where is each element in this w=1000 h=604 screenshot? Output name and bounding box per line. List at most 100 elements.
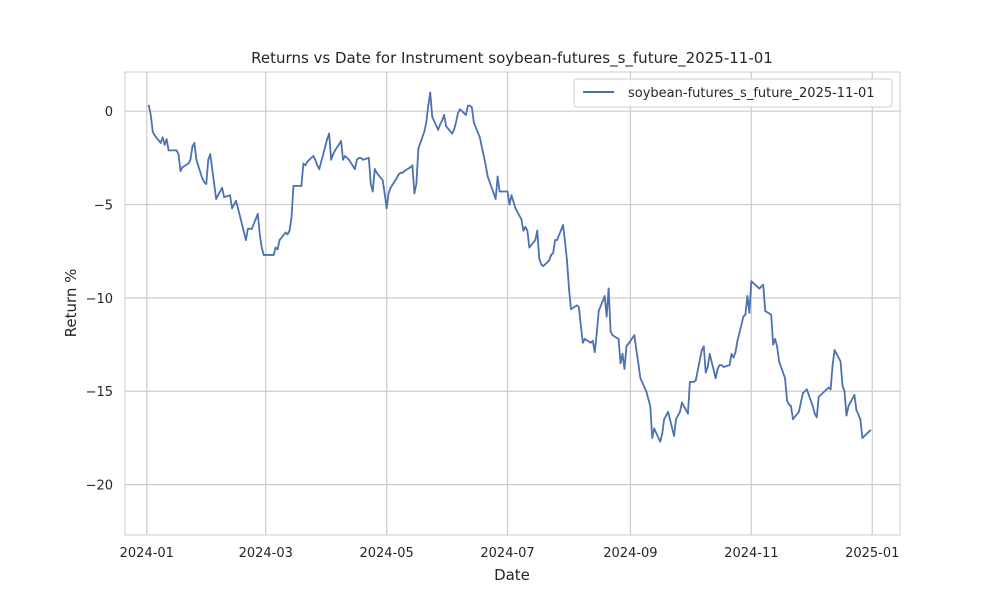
data-point — [193, 142, 196, 144]
y-axis-ticks: 0 −5 −10 −15 −20 — [86, 105, 113, 493]
data-point — [250, 227, 253, 230]
data-point — [149, 114, 152, 116]
data-point — [833, 349, 836, 352]
data-point — [248, 227, 251, 230]
data-point — [484, 164, 487, 167]
data-point — [195, 158, 198, 161]
data-point — [661, 433, 664, 436]
data-point — [399, 171, 402, 174]
data-point — [829, 388, 832, 391]
data-point — [722, 366, 725, 368]
data-point — [621, 353, 624, 355]
data-point — [472, 121, 475, 124]
data-point — [258, 233, 261, 236]
x-tick-label: 2024-07 — [480, 546, 534, 561]
data-point — [340, 140, 342, 142]
data-point — [609, 330, 612, 333]
x-tick-label: 2024-11 — [724, 546, 778, 561]
x-axis-ticks: 2024-01 2024-03 2024-05 2024-07 2024-09 2024-… — [120, 546, 900, 561]
data-point — [734, 351, 737, 353]
data-point — [276, 248, 279, 251]
data-point — [326, 138, 329, 141]
data-point — [762, 283, 765, 286]
data-point — [344, 155, 346, 157]
data-point — [570, 308, 572, 310]
data-point — [778, 360, 780, 363]
data-point — [498, 190, 501, 193]
data-point — [367, 156, 370, 159]
data-point — [831, 364, 834, 367]
series-points — [147, 91, 872, 443]
data-point — [314, 158, 317, 161]
data-point — [706, 366, 709, 368]
data-point — [437, 128, 440, 131]
data-point — [387, 192, 390, 195]
data-point — [496, 175, 499, 178]
data-point — [245, 239, 247, 241]
data-point — [167, 149, 170, 152]
data-point — [748, 311, 751, 314]
data-point — [550, 254, 553, 256]
data-point — [694, 379, 697, 381]
data-point — [675, 418, 677, 421]
series-layer — [147, 91, 872, 443]
y-tick-label: −10 — [86, 292, 113, 307]
data-point — [869, 429, 872, 432]
data-point — [597, 310, 600, 312]
data-point — [524, 226, 527, 228]
data-point — [274, 246, 277, 249]
data-point — [825, 388, 828, 391]
data-point — [189, 158, 192, 161]
data-point — [181, 166, 184, 169]
data-point — [506, 190, 509, 193]
data-point — [207, 158, 210, 161]
data-point — [742, 315, 745, 318]
data-point — [813, 412, 816, 415]
data-point — [556, 239, 558, 241]
data-point — [786, 399, 788, 402]
x-tick-label: 2024-05 — [359, 546, 413, 561]
data-point — [774, 338, 777, 340]
data-point — [732, 356, 735, 359]
data-point — [536, 229, 539, 232]
data-point — [811, 405, 814, 408]
data-point — [278, 239, 281, 241]
data-point — [328, 132, 331, 135]
data-point — [371, 190, 374, 193]
data-point — [841, 384, 844, 387]
data-point — [581, 341, 584, 344]
data-point — [256, 212, 259, 215]
data-point — [354, 168, 356, 170]
data-point — [663, 418, 666, 421]
data-point — [272, 254, 275, 256]
data-point — [237, 207, 239, 210]
data-point — [746, 295, 749, 297]
data-point — [163, 143, 166, 146]
data-point — [792, 418, 794, 421]
data-point — [611, 334, 614, 337]
data-point — [566, 259, 568, 262]
data-point — [415, 183, 418, 185]
data-point — [165, 138, 168, 141]
data-point — [179, 170, 182, 172]
data-point — [681, 401, 683, 404]
data-point — [229, 194, 231, 197]
data-point — [744, 313, 747, 316]
data-point — [548, 259, 551, 262]
data-point — [508, 203, 511, 206]
data-point — [235, 199, 237, 202]
data-point — [564, 240, 566, 243]
y-tick-label: −5 — [94, 199, 113, 214]
data-point — [526, 229, 529, 232]
data-point — [147, 104, 150, 107]
data-point — [689, 381, 691, 383]
data-point — [332, 153, 335, 156]
data-point — [334, 149, 336, 152]
data-point — [417, 147, 420, 150]
x-axis-label: Date — [494, 566, 530, 584]
data-point — [554, 239, 557, 241]
data-point — [467, 104, 469, 107]
data-point — [215, 198, 218, 200]
data-point — [520, 218, 523, 221]
data-point — [492, 192, 495, 195]
